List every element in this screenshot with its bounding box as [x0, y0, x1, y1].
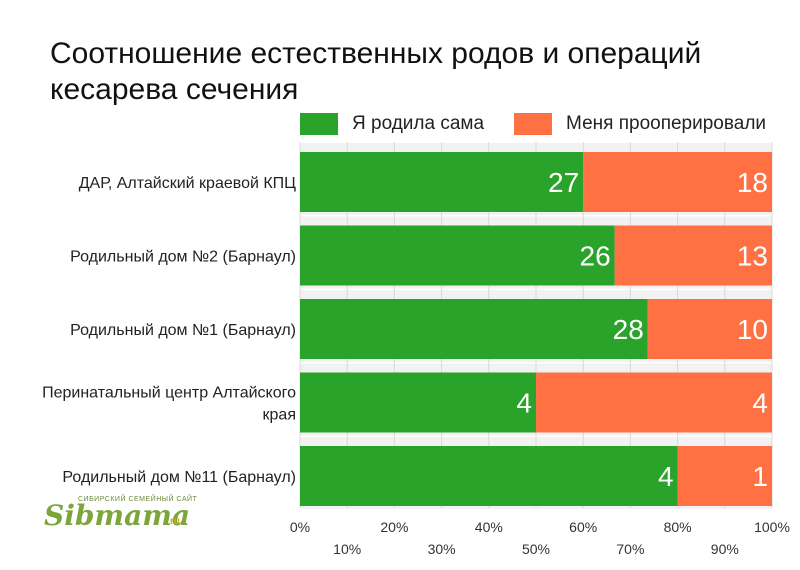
category-label: Родильный дом №2 (Барнаул) — [70, 249, 296, 266]
x-tick-label: 70% — [616, 541, 644, 557]
category-label: Родильный дом №1 (Барнаул) — [70, 322, 296, 339]
bar-natural — [300, 372, 536, 433]
x-tick-label: 10% — [333, 541, 361, 557]
x-tick-label: 30% — [428, 541, 456, 557]
bar-cesarean — [583, 152, 772, 212]
bar-cesarean — [536, 372, 772, 433]
bar-natural — [300, 446, 678, 506]
data-label-cesarean: 1 — [752, 461, 768, 492]
bar-natural — [300, 299, 648, 359]
logo-suffix: ru — [170, 516, 180, 527]
legend-label-natural: Я родила сама — [352, 113, 485, 134]
chart-title: Соотношение естественных родов и операци… — [50, 37, 702, 106]
x-tick-label: 80% — [664, 519, 692, 535]
x-tick-label: 90% — [711, 541, 739, 557]
data-label-natural: 26 — [580, 241, 611, 272]
bar-cesarean — [677, 446, 772, 506]
bar-natural — [300, 225, 615, 286]
x-tick-label: 60% — [569, 519, 597, 535]
x-tick-label: 20% — [380, 519, 408, 535]
legend-item-cesarean: Меня прооперировали — [514, 113, 766, 135]
logo-wordmark: Sibmama — [44, 499, 190, 532]
legend-label-cesarean: Меня прооперировали — [566, 113, 767, 134]
bar-cesarean — [614, 225, 772, 286]
data-label-natural: 4 — [516, 388, 532, 419]
bar-natural — [300, 152, 584, 212]
logo-tagline: СИБИРСКИЙ СЕМЕЙНЫЙ САЙТ — [78, 496, 198, 503]
x-tick-label: 40% — [475, 519, 503, 535]
data-label-cesarean: 18 — [737, 167, 768, 198]
category-label: ДАР, Алтайский краевой КПЦ — [79, 175, 296, 192]
legend: Я родила сама Меня прооперировали — [300, 112, 796, 136]
data-label-cesarean: 4 — [752, 388, 768, 419]
x-tick-label: 0% — [290, 519, 310, 535]
legend-item-natural: Я родила сама — [300, 113, 484, 135]
data-label-natural: 27 — [548, 167, 579, 198]
category-label: Родильный дом №11 (Барнаул) — [62, 469, 296, 486]
x-tick-label: 100% — [754, 519, 790, 535]
data-label-cesarean: 13 — [737, 241, 768, 272]
legend-swatch-natural — [300, 113, 338, 135]
data-label-natural: 28 — [613, 314, 644, 345]
legend-swatch-cesarean — [514, 113, 553, 135]
bar-cesarean — [647, 299, 772, 359]
data-label-natural: 4 — [658, 461, 674, 492]
x-tick-label: 50% — [522, 541, 550, 557]
data-label-cesarean: 10 — [737, 314, 768, 345]
sibmama-logo: СИБИРСКИЙ СЕМЕЙНЫЙ САЙТ Sibmama ru — [44, 496, 204, 536]
category-label: Перинатальный центр Алтайского края — [42, 385, 296, 424]
